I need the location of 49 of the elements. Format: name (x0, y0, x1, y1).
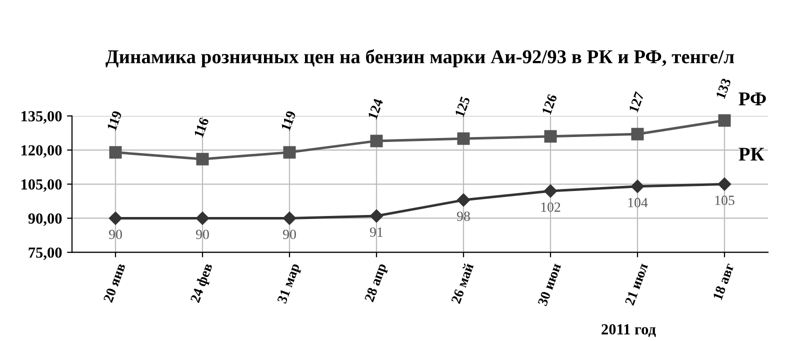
y-tick-label: 75,00 (28, 247, 62, 260)
point (283, 146, 296, 159)
y-tick-label: 90,00 (28, 213, 62, 226)
point (370, 209, 384, 223)
x-tick-label: 24 фев (190, 262, 216, 304)
text: 2011 год (602, 324, 656, 337)
point (196, 152, 209, 166)
data-label: 119 (106, 110, 122, 131)
data-label: 104 (628, 198, 648, 208)
point (630, 180, 644, 193)
data-label: 133 (716, 78, 732, 100)
point (631, 128, 644, 140)
x-tick-label: 20 янв (103, 262, 126, 303)
point (282, 212, 296, 225)
data-label: 105 (715, 196, 734, 206)
point (544, 130, 557, 143)
point (718, 114, 731, 127)
y-tick-label: 105,00 (21, 179, 62, 192)
x-tick-label: 30 июн (538, 262, 562, 306)
series-label: РФ (738, 92, 766, 106)
data-label: 90 (109, 230, 122, 240)
point (718, 178, 732, 191)
point (109, 146, 122, 159)
x-tick-label: 28 апр (364, 262, 390, 304)
y-tick-label: 120,00 (21, 145, 62, 158)
data-label: 126 (542, 94, 558, 115)
point (457, 132, 470, 145)
data-label: 124 (368, 98, 384, 120)
data-label: 119 (280, 110, 296, 131)
y-tick-label: 135,00 (21, 111, 62, 124)
point (370, 134, 383, 148)
data-label: 125 (454, 96, 470, 118)
data-label: 90 (196, 230, 209, 240)
x-tick-label: 21 июл (624, 262, 648, 306)
x-tick-label: 18 авг (712, 262, 734, 300)
data-label: 90 (283, 230, 296, 240)
chart-title: Динамика розничных цен на бензин марки Аи-92/93 в РК и РФ, тенге/л (106, 49, 734, 68)
point (544, 184, 558, 198)
data-label: 98 (457, 212, 470, 221)
data-label: 127 (628, 91, 644, 113)
x-tick-label: 26 май (450, 262, 474, 304)
x-tick-label: 31 мар (277, 262, 302, 305)
point (456, 193, 470, 207)
data-label: 116 (194, 117, 210, 138)
point (108, 212, 122, 225)
series-label: РК (738, 148, 764, 161)
point (196, 212, 210, 225)
data-label: 102 (541, 202, 560, 212)
data-label: 91 (370, 228, 383, 237)
